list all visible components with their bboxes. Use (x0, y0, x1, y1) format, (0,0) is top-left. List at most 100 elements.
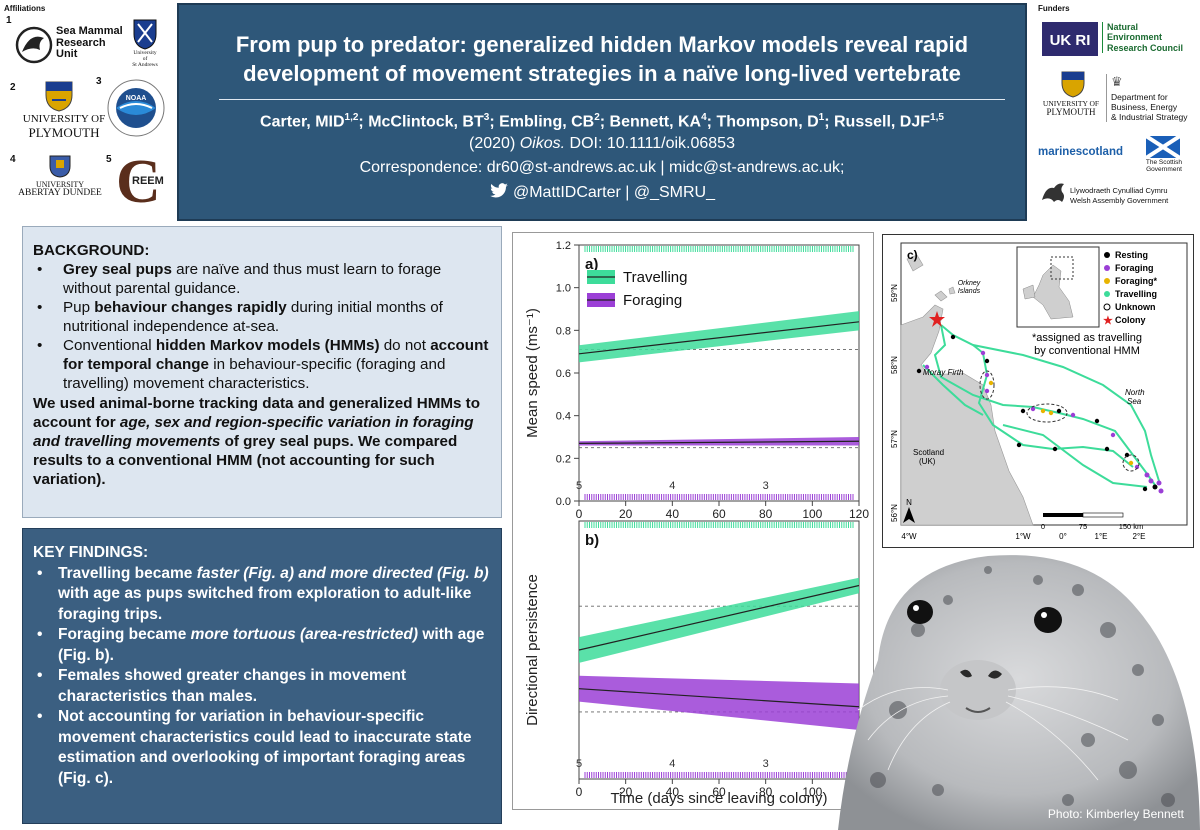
speed-persistence-charts: 5 4 30 20 40 60 80 100 1200.00.20.40.60.81.01.2M… (524, 240, 869, 807)
svg-text:Sea: Sea (1127, 397, 1142, 406)
latitude-labels: 59°N 58°N 57°N 56°N (890, 284, 899, 522)
travelling-series-line (578, 584, 860, 651)
citation: (2020) Oikos. DOI: 10.1111/oik.06853 (469, 135, 735, 152)
x-tick-label: 100 (802, 785, 822, 799)
background-section: BACKGROUND: Grey seal pups are naïve and… (22, 226, 502, 518)
x-tick-label: 20 (619, 507, 633, 521)
svg-text:Foraging*: Foraging* (1115, 276, 1157, 286)
poster-title: From pup to predator: generalized hidden… (235, 32, 969, 86)
affiliations-panel: Affiliations 1 Sea Mammal Research Unit Un… (4, 4, 172, 216)
seal-left-eye (907, 600, 933, 624)
plymouth-funder-crest (1061, 71, 1085, 98)
y-tick-label: 0.6 (556, 368, 571, 380)
journal-name: Oikos. (519, 135, 566, 152)
map-legend: Resting Foraging Foraging* Travelling Un… (1103, 250, 1157, 327)
y-tick-label: 0.0 (556, 496, 571, 508)
legend-label: Travelling (623, 269, 687, 286)
scottish-government-wordmark: The Scottish Government (1145, 159, 1183, 174)
background-item: Grey seal pups are naïve and thus must l… (33, 260, 491, 298)
x-tick-label: 0 (576, 785, 583, 799)
svg-text:North: North (1125, 388, 1145, 397)
travelling-confidence-band (579, 311, 859, 363)
track-map: Resting Foraging Foraging* Travelling Un… (882, 234, 1194, 548)
travelling-tracks (922, 324, 1160, 488)
seal-whiskers (857, 686, 1129, 781)
funders-heading: Funders (1038, 4, 1070, 13)
scotland-landmass (900, 304, 1034, 526)
map-note-line1: *assigned as travelling (1032, 332, 1142, 344)
orkney-islands (934, 286, 956, 302)
svg-text:0°: 0° (1059, 532, 1067, 541)
north-arrow-icon: N (903, 498, 915, 523)
background-list: Grey seal pups are naïve and thus must l… (33, 260, 491, 393)
foraging-areas (979, 370, 1140, 472)
twitter-handles[interactable]: @MattIDCarter | @_SMRU_ (199, 183, 1005, 202)
svg-text:1°W: 1°W (1015, 532, 1031, 541)
background-item: Pup behaviour changes rapidly during ini… (33, 298, 491, 336)
correspondence[interactable]: Correspondence: dr60@st-andrews.ac.uk | … (359, 159, 845, 176)
svg-text:N: N (906, 498, 912, 507)
northern-isles (906, 254, 924, 272)
x-tick-label: 20 (619, 785, 633, 799)
svg-text:Orkney: Orkney (958, 280, 981, 287)
svg-text:Foraging: Foraging (1115, 263, 1154, 273)
affiliation-number-2: 2 (10, 82, 16, 93)
travelling-confidence-band (579, 577, 859, 663)
svg-text:(UK): (UK) (919, 457, 936, 466)
svg-text:1°E: 1°E (1095, 532, 1108, 541)
finding-item: Foraging became more tortuous (area-rest… (33, 625, 491, 666)
panel-c-label: c) (907, 248, 918, 262)
svg-text:NOAA: NOAA (126, 95, 147, 102)
ukri-logo: UK RI (1042, 22, 1098, 56)
x-tick-label: 60 (712, 785, 726, 799)
svg-text:Unknown: Unknown (1115, 302, 1156, 312)
svg-text:REEM: REEM (132, 175, 164, 187)
x-tick-label: 40 (666, 507, 680, 521)
doi[interactable]: DOI: 10.1111/oik.06853 (565, 135, 735, 152)
svg-text:0: 0 (1041, 522, 1045, 531)
finding-item: Females showed greater changes in moveme… (33, 666, 491, 707)
plymouth-wordmark: UNIVERSITY OF PLYMOUTH (22, 113, 106, 140)
plymouth-funder-wordmark: UNIVERSITY OF PLYMOUTH (1042, 99, 1100, 117)
svg-text:57°N: 57°N (890, 430, 899, 448)
colony-star (929, 311, 945, 327)
plymouth-crest (45, 81, 73, 112)
background-heading: BACKGROUND: (33, 242, 150, 259)
foraging-series-line (578, 440, 860, 444)
x-tick-label: 120 (849, 507, 869, 521)
svg-text:★: ★ (1103, 315, 1113, 327)
x-axis-label: Time (days since leaving colony) (610, 790, 827, 807)
title-divider (219, 99, 1005, 100)
beis-wordmark: ♛ Department for Business, Energy & Indust… (1106, 74, 1188, 123)
svg-text:58°N: 58°N (890, 356, 899, 374)
affiliation-number-4: 4 (10, 154, 16, 165)
plot-frame (578, 244, 860, 502)
st-andrews-crest (133, 19, 157, 50)
y-axis-label: Directional persistence (524, 574, 541, 726)
map-note-line2: by conventional HMM (1034, 345, 1140, 357)
crown-icon: ♛ (1111, 74, 1123, 89)
affiliation-number-5: 5 (106, 154, 112, 165)
st-andrews-wordmark: University of St Andrews (132, 50, 158, 68)
x-tick-label: 40 (666, 785, 680, 799)
scale-bar: 0 75 150 km (1041, 512, 1143, 531)
panel-label: b) (585, 532, 599, 549)
noaa-logo: NOAA (107, 79, 165, 137)
foraging-series-line (578, 688, 860, 708)
svg-text:Colony: Colony (1115, 315, 1146, 325)
twitter-bird-icon (490, 183, 508, 198)
svg-text:56°N: 56°N (890, 504, 899, 522)
affiliation-number-3: 3 (96, 76, 102, 87)
legend-label: Foraging (623, 292, 682, 309)
x-tick-label: 80 (759, 785, 773, 799)
affiliation-number-1: 1 (6, 15, 12, 26)
svg-text:Resting: Resting (1115, 250, 1148, 260)
background-summary: We used animal-borne tracking data and g… (33, 395, 480, 488)
affiliations-heading: Affiliations (4, 4, 46, 13)
seal-pup-photo: Photo: Kimberley Bennett (838, 540, 1200, 830)
svg-text:Islands: Islands (958, 288, 981, 295)
svg-text:2°E: 2°E (1133, 532, 1146, 541)
title-banner: From pup to predator: generalized hidden… (177, 3, 1027, 221)
svg-text:UK RI: UK RI (1050, 32, 1091, 49)
sample-size-label: 4 (669, 480, 675, 492)
